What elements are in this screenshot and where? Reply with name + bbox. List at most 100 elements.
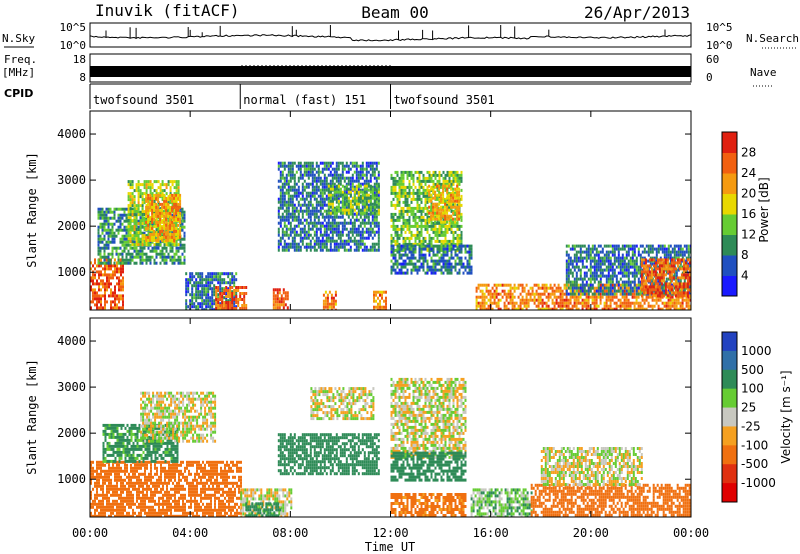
heatmap-cell	[371, 205, 374, 209]
heatmap-cell	[115, 207, 118, 211]
heatmap-cell	[179, 217, 182, 221]
heatmap-cell	[107, 243, 110, 247]
heatmap-cell	[373, 187, 376, 191]
heatmap-cell	[235, 272, 238, 276]
heatmap-cell	[286, 306, 289, 310]
heatmap-cell	[363, 202, 366, 206]
heatmap-cell	[430, 203, 433, 207]
heatmap-cell	[159, 207, 162, 211]
heatmap-cell	[420, 262, 423, 266]
heatmap-cell	[139, 231, 142, 235]
heatmap-cell	[281, 197, 284, 201]
heatmap-cell	[458, 227, 461, 231]
heatmap-cell	[219, 302, 222, 306]
heatmap-cell	[173, 226, 176, 230]
heatmap-cell	[452, 230, 455, 234]
heatmap-cell	[359, 173, 362, 177]
heatmap-cell	[100, 264, 102, 268]
heatmap-cell	[412, 191, 415, 195]
heatmap-cell	[141, 210, 144, 214]
heatmap-cell	[444, 176, 447, 180]
heatmap-cell	[402, 182, 405, 186]
heatmap-cell	[147, 220, 150, 224]
heatmap-cell	[175, 240, 178, 244]
heatmap-cell	[593, 286, 596, 290]
heatmap-cell	[599, 292, 602, 296]
heatmap-cell	[424, 191, 427, 195]
heatmap-cell	[332, 296, 335, 300]
heatmap-cell	[161, 229, 164, 233]
heatmap-cell	[319, 203, 322, 207]
heatmap-cell	[438, 247, 441, 251]
heatmap-cell	[392, 212, 395, 216]
heatmap-cell	[167, 180, 170, 184]
heatmap-cell	[359, 194, 362, 198]
heatmap-cell	[97, 246, 100, 250]
heatmap-cell	[181, 243, 184, 247]
heatmap-cell	[359, 208, 362, 212]
heatmap-cell	[285, 188, 288, 192]
heatmap-cell	[211, 305, 214, 309]
heatmap-cell	[155, 192, 158, 196]
heatmap-cell	[110, 294, 112, 298]
heatmap-cell	[458, 196, 461, 200]
heatmap-cell	[106, 273, 108, 277]
heatmap-cell	[167, 211, 170, 215]
heatmap-cell	[450, 256, 453, 260]
heatmap-cell	[371, 170, 374, 174]
heatmap-cell	[107, 210, 110, 214]
heatmap-cell	[438, 259, 441, 263]
heatmap-cell	[367, 206, 370, 210]
heatmap-cell	[321, 200, 324, 204]
heatmap-cell	[331, 205, 334, 209]
heatmap-cell	[440, 193, 443, 197]
heatmap-cell	[377, 236, 380, 240]
heatmap-cell	[410, 242, 413, 246]
heatmap-cell	[446, 242, 449, 246]
heatmap-cell	[420, 221, 423, 225]
heatmap-cell	[454, 265, 457, 269]
heatmap-cell	[177, 208, 180, 212]
heatmap-cell	[123, 225, 126, 229]
heatmap-cell	[280, 303, 283, 307]
heatmap-cell	[345, 199, 348, 203]
heatmap-cell	[497, 307, 500, 310]
heatmap-cell	[418, 236, 421, 240]
heatmap-cell	[106, 288, 108, 292]
heatmap-cell	[99, 252, 102, 256]
heatmap-cell	[309, 191, 312, 195]
heatmap-cell	[291, 242, 294, 246]
heatmap-cell	[331, 173, 334, 177]
heatmap-cell	[466, 250, 469, 254]
heatmap-cell	[412, 209, 415, 213]
heatmap-cell	[167, 225, 170, 229]
heatmap-cell	[377, 221, 380, 225]
heatmap-cell	[293, 191, 296, 195]
heatmap-cell	[105, 219, 108, 223]
heatmap-cell	[454, 196, 457, 200]
heatmap-cell	[343, 211, 346, 215]
heatmap-cell	[149, 232, 152, 236]
heatmap-cell	[452, 217, 455, 221]
heatmap-cell	[468, 247, 471, 251]
heatmap-cell	[129, 237, 132, 241]
heatmap-cell	[345, 182, 348, 186]
heatmap-cell	[329, 187, 332, 191]
heatmap-cell	[315, 227, 318, 231]
heatmap-cell	[428, 170, 431, 174]
heatmap-cell	[424, 253, 427, 257]
heatmap-cell	[94, 258, 96, 262]
heatmap-cell	[410, 170, 413, 174]
heatmap-cell	[412, 197, 415, 201]
heatmap-cell	[122, 288, 124, 292]
heatmap-cell	[438, 221, 441, 225]
heatmap-cell	[559, 298, 562, 302]
heatmap-cell	[323, 191, 326, 195]
heatmap-cell	[163, 196, 166, 200]
heatmap-cell	[133, 207, 136, 211]
heatmap-cell	[169, 216, 172, 220]
heatmap-cell	[109, 210, 112, 214]
heatmap-cell	[280, 294, 283, 298]
heatmap-cell	[438, 230, 441, 234]
heatmap-cell	[377, 208, 380, 212]
